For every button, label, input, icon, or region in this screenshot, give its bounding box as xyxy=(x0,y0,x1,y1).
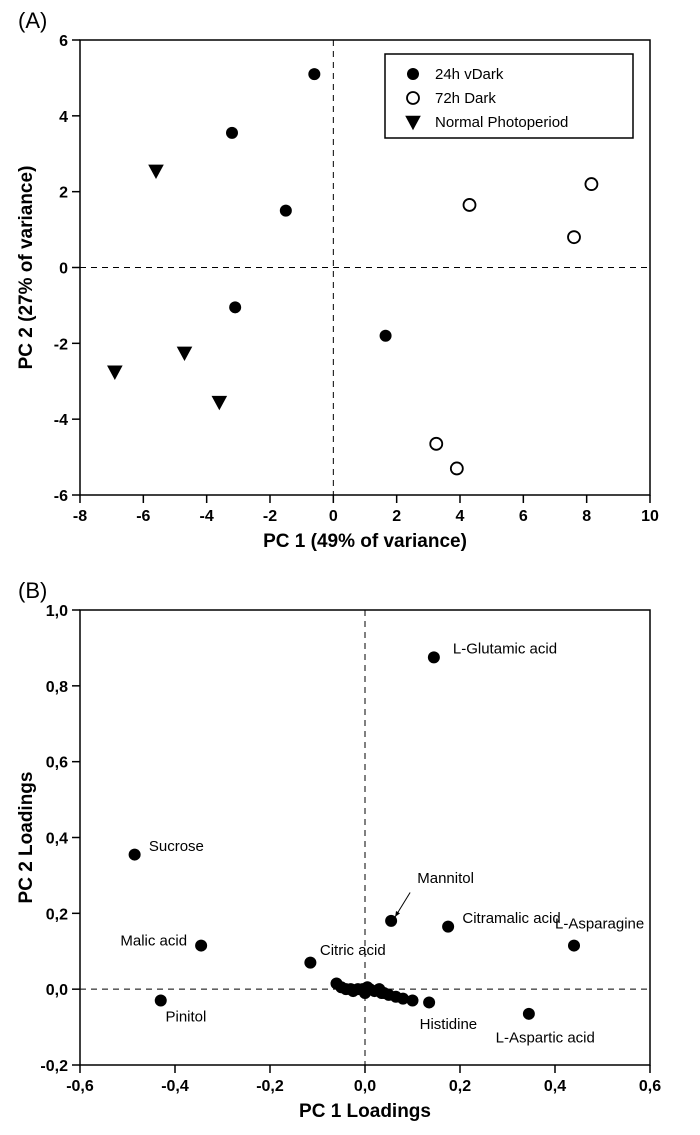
x-tick-label: -6 xyxy=(136,508,150,525)
y-tick-label: -6 xyxy=(54,488,68,505)
x-tick-label: -0,4 xyxy=(161,1078,189,1095)
data-point xyxy=(568,231,580,243)
y-tick-label: 0,4 xyxy=(46,831,68,848)
data-point xyxy=(195,940,207,952)
data-point xyxy=(308,68,320,80)
y-tick-label: 0 xyxy=(59,261,68,278)
x-tick-label: 0,2 xyxy=(449,1078,471,1095)
arrowhead-icon xyxy=(395,911,400,917)
x-tick-label: 6 xyxy=(519,508,528,525)
x-tick-label: 0,4 xyxy=(544,1078,566,1095)
x-tick-label: -4 xyxy=(200,508,214,525)
y-axis-title: PC 2 (27% of variance) xyxy=(16,166,37,370)
y-axis-title: PC 2 Loadings xyxy=(16,772,37,904)
x-tick-label: 8 xyxy=(582,508,591,525)
data-point xyxy=(423,996,435,1008)
x-tick-label: -8 xyxy=(73,508,87,525)
y-tick-label: 0,0 xyxy=(46,982,68,999)
legend-label: 24h vDark xyxy=(435,66,504,83)
point-label: Citric acid xyxy=(320,942,386,959)
point-label: Pinitol xyxy=(166,1008,207,1025)
data-point xyxy=(442,921,454,933)
data-point xyxy=(177,347,193,361)
point-label: Mannitol xyxy=(417,870,474,887)
data-point xyxy=(585,178,597,190)
y-tick-label: -2 xyxy=(54,336,68,353)
point-label: Citramalic acid xyxy=(462,910,560,927)
data-point xyxy=(129,849,141,861)
data-point xyxy=(523,1008,535,1020)
y-tick-label: 4 xyxy=(59,109,68,126)
y-tick-label: -4 xyxy=(54,412,68,429)
x-tick-label: -2 xyxy=(263,508,277,525)
x-tick-label: 10 xyxy=(641,508,659,525)
point-label: Histidine xyxy=(420,1016,478,1033)
point-label: L-Asparagine xyxy=(555,916,644,933)
x-axis-title: PC 1 (49% of variance) xyxy=(263,531,467,552)
legend-label: Normal Photoperiod xyxy=(435,114,568,131)
data-point xyxy=(380,330,392,342)
y-tick-label: 0,6 xyxy=(46,755,68,772)
legend-label: 72h Dark xyxy=(435,90,496,107)
data-point xyxy=(155,995,167,1007)
y-tick-label: 1,0 xyxy=(46,603,68,620)
data-point xyxy=(407,68,419,80)
x-tick-label: -0,2 xyxy=(256,1078,284,1095)
data-point xyxy=(148,165,164,179)
data-point xyxy=(407,995,419,1007)
data-point xyxy=(464,199,476,211)
x-tick-label: 0,0 xyxy=(354,1078,376,1095)
data-point xyxy=(229,301,241,313)
point-label: Malic acid xyxy=(120,933,187,950)
x-axis-title: PC 1 Loadings xyxy=(299,1101,431,1122)
x-tick-label: 0 xyxy=(329,508,338,525)
data-point xyxy=(405,116,421,130)
scatter-plot-b: -0,6 -0,4 -0,2 0,0 0,2 0,4 0,6 -0,2 0,0 0,2 0,4 0,6… xyxy=(0,575,700,1135)
data-point xyxy=(428,651,440,663)
data-point xyxy=(430,438,442,450)
data-point xyxy=(568,940,580,952)
data-point xyxy=(407,92,419,104)
point-label: L-Glutamic acid xyxy=(453,641,557,658)
data-point xyxy=(280,205,292,217)
y-tick-label: 0,8 xyxy=(46,679,68,696)
point-label: L-Aspartic acid xyxy=(496,1029,595,1046)
x-tick-label: 4 xyxy=(456,508,465,525)
y-tick-label: 0,2 xyxy=(46,906,68,923)
scatter-plot-a: -8 -6 -4 -2 0 2 4 6 8 10 -6 -4 -2 0 2 4 6 PC 1 (49% of va… xyxy=(0,0,700,560)
point-label: Sucrose xyxy=(149,838,204,855)
data-point xyxy=(226,127,238,139)
x-tick-label: 0,6 xyxy=(639,1078,661,1095)
y-tick-label: 6 xyxy=(59,33,68,50)
data-point xyxy=(451,462,463,474)
data-point xyxy=(107,366,123,380)
y-tick-label: 2 xyxy=(59,185,68,202)
x-tick-label: 2 xyxy=(392,508,401,525)
figure-page: (A) (B) -8-6-4-20246810-6-4-20246PC 1 (4… xyxy=(0,0,700,1133)
data-point xyxy=(212,396,228,410)
data-point xyxy=(304,957,316,969)
y-tick-label: -0,2 xyxy=(40,1058,68,1075)
x-tick-label: -0,6 xyxy=(66,1078,94,1095)
